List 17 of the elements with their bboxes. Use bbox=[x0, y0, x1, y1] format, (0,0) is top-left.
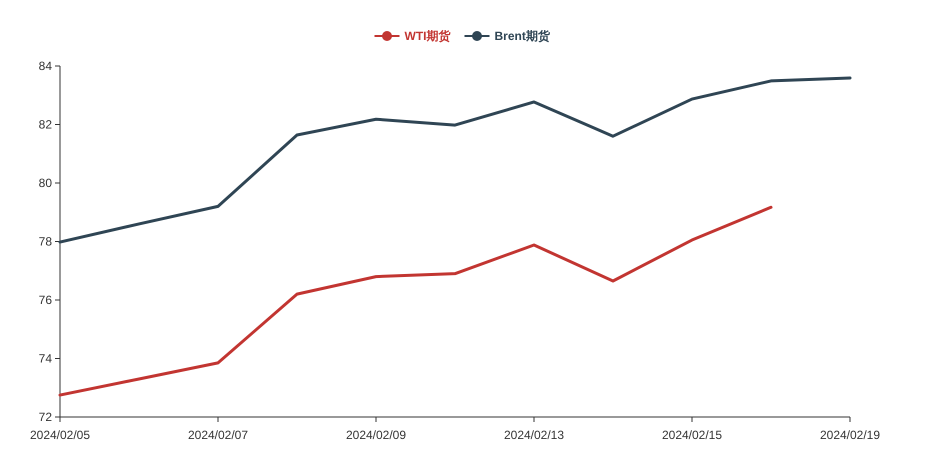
y-tick-label: 82 bbox=[38, 118, 52, 132]
y-tick-label: 72 bbox=[38, 410, 52, 424]
legend-label: Brent期货 bbox=[494, 29, 551, 43]
y-tick-label: 84 bbox=[38, 59, 52, 73]
line-series bbox=[58, 76, 852, 244]
y-tick-label: 78 bbox=[38, 234, 52, 248]
x-tick-label: 2024/02/13 bbox=[504, 428, 564, 442]
x-tick-label: 2024/02/15 bbox=[662, 428, 722, 442]
y-tick-label: 76 bbox=[38, 293, 52, 307]
line-series bbox=[58, 206, 772, 397]
x-tick-label: 2024/02/05 bbox=[30, 428, 90, 442]
legend-label: WTI期货 bbox=[404, 29, 452, 43]
y-tick-label: 74 bbox=[38, 352, 52, 366]
x-tick-label: 2024/02/09 bbox=[346, 428, 406, 442]
y-tick-label: 80 bbox=[38, 176, 52, 190]
x-tick-label: 2024/02/07 bbox=[188, 428, 248, 442]
x-tick-label: 2024/02/19 bbox=[820, 428, 880, 442]
